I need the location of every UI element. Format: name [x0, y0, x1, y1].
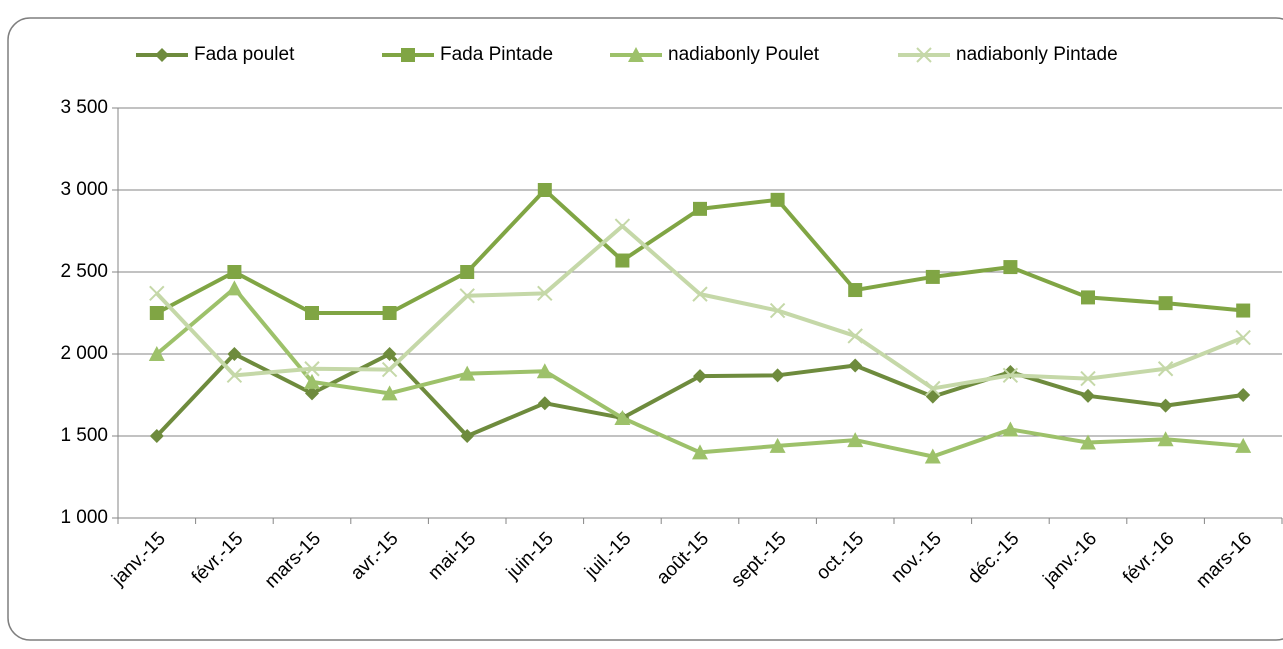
data-point [614, 218, 631, 234]
legend-marker [916, 47, 932, 63]
data-point [459, 288, 475, 304]
data-point [149, 285, 165, 302]
data-point [615, 253, 630, 268]
data-point [1235, 329, 1251, 346]
data-point [537, 285, 553, 302]
data-point [693, 369, 707, 384]
data-point [770, 192, 785, 207]
data-point [459, 365, 476, 381]
data-point [1236, 388, 1251, 402]
data-point [382, 347, 397, 361]
data-point [148, 346, 165, 361]
y-tick-label: 3 000 [60, 179, 108, 200]
legend-label: nadiabonly Poulet [668, 44, 820, 65]
y-tick-label: 2 500 [60, 261, 108, 282]
data-point [460, 265, 475, 279]
data-point [1158, 296, 1173, 311]
legend-label: nadiabonly Pintade [956, 44, 1118, 65]
data-point [848, 283, 863, 298]
data-point [1158, 398, 1173, 413]
series [149, 218, 1251, 397]
data-point [925, 380, 941, 397]
data-point [537, 183, 552, 197]
data-point [382, 306, 397, 320]
data-point [1081, 388, 1095, 403]
data-point [305, 306, 319, 320]
data-point [770, 368, 785, 383]
data-point [304, 373, 320, 389]
legend-marker [401, 48, 415, 62]
legend-marker [628, 47, 644, 62]
data-point [1157, 431, 1174, 447]
data-point [614, 409, 631, 425]
data-point [304, 361, 320, 377]
data-point [925, 269, 940, 284]
data-point [1080, 370, 1096, 387]
data-point [227, 265, 242, 279]
data-point [1235, 437, 1252, 453]
data-point [537, 396, 552, 411]
data-point [460, 429, 475, 443]
legend-label: Fada Pintade [440, 44, 553, 65]
data-point [693, 201, 707, 216]
data-point [381, 361, 398, 378]
chart-frame [7, 17, 1283, 641]
data-point [149, 306, 164, 320]
y-tick-label: 3 500 [60, 97, 108, 118]
data-point [226, 280, 243, 296]
data-point [1236, 303, 1251, 318]
data-point [769, 437, 786, 453]
data-point [226, 367, 243, 384]
data-point [1080, 434, 1096, 450]
data-point [769, 302, 786, 319]
data-point [692, 286, 708, 302]
data-point [847, 432, 864, 448]
y-tick-label: 1 000 [60, 507, 108, 528]
data-point [1157, 361, 1174, 377]
legend-label: Fada poulet [194, 44, 295, 65]
y-tick-label: 1 500 [60, 425, 108, 446]
data-point [305, 386, 319, 401]
data-point [1002, 421, 1019, 437]
data-point [1003, 260, 1018, 275]
data-point [381, 385, 398, 401]
data-point [1002, 367, 1019, 384]
data-point [536, 363, 553, 379]
data-point [924, 448, 941, 464]
series [148, 280, 1252, 464]
series [149, 183, 1251, 320]
data-point [149, 429, 164, 443]
data-point [848, 358, 863, 373]
data-point [847, 328, 863, 344]
data-point [692, 444, 708, 460]
data-point [1081, 290, 1095, 305]
legend-marker [155, 48, 169, 62]
data-point [227, 347, 242, 361]
y-tick-label: 2 000 [60, 343, 108, 364]
